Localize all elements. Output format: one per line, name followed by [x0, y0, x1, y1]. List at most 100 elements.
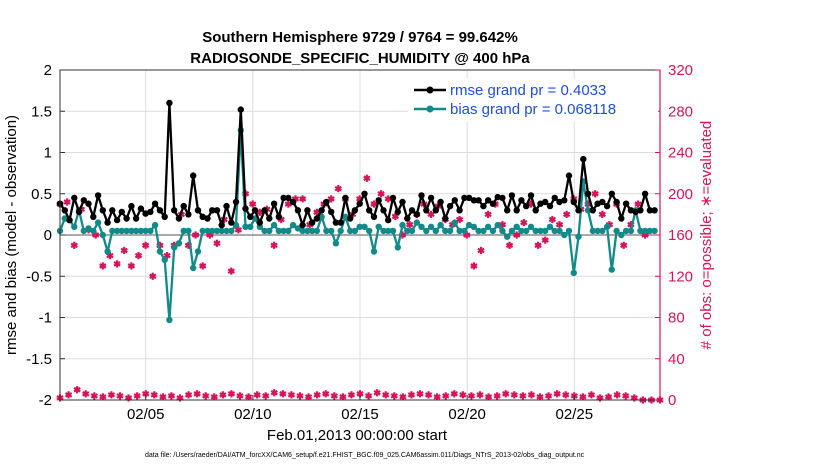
- rmse-point: [622, 200, 630, 207]
- bias-point: [561, 231, 568, 239]
- obs-evaluated-marker: [513, 231, 521, 239]
- rmse-point: [408, 207, 416, 214]
- bias-point: [332, 240, 340, 247]
- rmse-point: [109, 207, 116, 214]
- bias-point: [104, 248, 111, 255]
- rmse-point: [546, 202, 554, 210]
- rmse-point: [242, 205, 249, 212]
- obs-evaluated-marker: [63, 198, 71, 206]
- rmse-point: [313, 215, 321, 222]
- bias-point: [313, 227, 321, 235]
- rmse-point: [204, 215, 211, 222]
- obs-possible-marker: [202, 392, 210, 400]
- obs-evaluated-marker: [541, 236, 549, 244]
- obs-possible-marker: [90, 392, 98, 400]
- bias-point: [508, 227, 516, 235]
- obs-possible-marker: [107, 391, 116, 399]
- bias-point: [308, 227, 316, 235]
- y-right-tick-label: 200: [668, 186, 693, 203]
- obs-evaluated-marker: [70, 241, 78, 249]
- rmse-point: [389, 194, 397, 202]
- obs-possible-marker: [270, 389, 278, 397]
- obs-evaluated-marker: [505, 241, 514, 249]
- obs-possible-marker: [519, 392, 527, 400]
- bias-point: [475, 227, 482, 235]
- y-right-tick-label: 160: [668, 227, 693, 244]
- obs-evaluated-marker: [327, 195, 335, 203]
- rmse-point: [480, 202, 487, 210]
- bias-point: [128, 227, 135, 235]
- obs-possible-marker: [244, 393, 253, 401]
- obs-possible-marker: [493, 392, 501, 400]
- obs-possible-marker: [210, 393, 218, 401]
- bias-point: [285, 227, 292, 235]
- obs-possible-marker: [459, 391, 467, 399]
- bias-point: [218, 227, 225, 235]
- obs-evaluated-marker: [391, 212, 400, 221]
- obs-evaluated-marker: [248, 200, 257, 208]
- obs-evaluated-marker: [548, 215, 557, 224]
- bias-point: [575, 233, 582, 240]
- bias-point: [542, 227, 549, 235]
- rmse-point: [432, 207, 439, 214]
- bias-point: [599, 227, 606, 235]
- rmse-point: [351, 207, 359, 214]
- rmse-point: [356, 200, 363, 207]
- y-tick-label: 0.5: [31, 186, 52, 203]
- obs-evaluated-marker: [534, 241, 542, 249]
- bias-point: [180, 227, 187, 235]
- obs-evaluated-marker: [199, 262, 207, 270]
- series-layer: [56, 99, 664, 404]
- bias-point: [394, 244, 401, 251]
- rmse-point: [294, 207, 302, 214]
- obs-possible-marker: [502, 390, 510, 398]
- x-tick-label: 02/10: [234, 406, 272, 423]
- obs-evaluated-marker: [213, 239, 221, 247]
- rmse-point: [318, 207, 325, 214]
- rmse-point: [256, 219, 263, 226]
- rmse-point: [599, 198, 606, 206]
- bias-point: [523, 227, 530, 235]
- bias-point: [113, 227, 121, 235]
- obs-possible-marker: [613, 391, 621, 399]
- obs-possible-marker: [399, 393, 407, 401]
- rmse-point: [304, 207, 311, 214]
- rmse-point: [232, 198, 240, 206]
- rmse-point: [113, 216, 121, 224]
- bias-point: [366, 227, 373, 235]
- bias-point: [242, 223, 249, 230]
- x-tick-label: 02/25: [556, 406, 594, 423]
- rmse-point: [337, 219, 344, 226]
- rmse-point: [532, 207, 539, 214]
- rmse-point: [332, 219, 340, 226]
- rmse-point: [209, 207, 216, 214]
- bias-point: [147, 227, 154, 235]
- x-tick-label: 02/15: [341, 406, 379, 423]
- rmse-point: [251, 207, 259, 214]
- bias-point: [270, 221, 278, 229]
- obs-possible-marker: [527, 391, 536, 399]
- obs-possible-marker: [304, 393, 313, 401]
- rmse-point: [489, 200, 497, 207]
- rmse-point: [437, 198, 444, 206]
- y-right-tick-label: 120: [668, 268, 693, 285]
- obs-possible-marker: [442, 392, 450, 400]
- bias-point: [408, 227, 416, 235]
- y-axis-label: rmse and bias (model - observation): [3, 115, 20, 355]
- bias-point: [437, 221, 444, 229]
- bias-point: [603, 223, 611, 230]
- rmse-point: [637, 207, 644, 214]
- bias-point: [356, 223, 363, 230]
- rmse-point: [199, 213, 206, 220]
- obs-possible-marker: [313, 391, 321, 399]
- bias-point: [432, 227, 439, 235]
- bias-point: [518, 227, 525, 235]
- obs-evaluated-marker: [384, 195, 392, 203]
- obs-evaluated-marker: [598, 210, 606, 218]
- bias-point: [223, 227, 230, 235]
- bias-point: [565, 227, 573, 235]
- rmse-point: [651, 207, 658, 214]
- obs-evaluated-marker: [149, 272, 157, 280]
- bias-point: [480, 227, 487, 235]
- x-tick-label: 02/05: [127, 406, 165, 423]
